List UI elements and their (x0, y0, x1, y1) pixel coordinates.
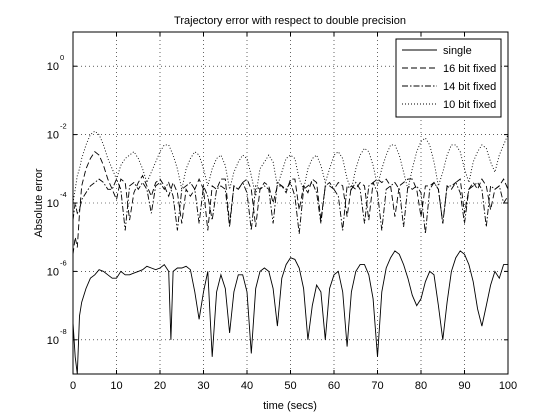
y-tick-label-exponent: -2 (60, 122, 67, 131)
y-tick-label-exponent: -6 (60, 258, 67, 267)
y-tick-label-base: 10 (47, 61, 59, 73)
y-tick-label-base: 10 (47, 335, 59, 347)
y-tick-label-base: 10 (47, 266, 59, 278)
legend: single 16 bit fixed 14 bit fixed 10 bit fix… (395, 38, 502, 118)
legend-entries: single 16 bit fixed 14 bit fixed 10 bit fix… (402, 45, 496, 111)
x-tick-label: 50 (284, 380, 296, 392)
x-tick-label: 20 (154, 380, 166, 392)
legend-label: 14 bit fixed (443, 81, 496, 93)
y-tick-label-exponent: -4 (60, 190, 67, 199)
series-line-dashed (73, 151, 508, 255)
x-tick-label: 0 (70, 380, 76, 392)
x-tick-label: 80 (415, 380, 427, 392)
legend-label: single (443, 45, 472, 57)
plot-series (73, 130, 508, 374)
legend-box (395, 38, 502, 118)
x-tick-label: 30 (197, 380, 209, 392)
y-tick-label-base: 10 (47, 198, 59, 210)
y-tick-label-exponent: 0 (60, 53, 64, 62)
x-tick-label: 10 (110, 380, 122, 392)
series-line-dotted (73, 130, 508, 204)
legend-label: 10 bit fixed (443, 99, 496, 111)
y-tick-label-base: 10 (47, 130, 59, 142)
x-tick-label: 70 (371, 380, 383, 392)
y-tick-label-exponent: -8 (60, 327, 67, 336)
legend-label: 16 bit fixed (443, 63, 496, 75)
x-axis-label: time (secs) (263, 400, 317, 412)
x-tick-label: 40 (241, 380, 253, 392)
x-axis-ticks: 0 10 20 30 40 50 60 70 80 90 100 (70, 32, 517, 392)
y-axis-label: Absolute error (33, 168, 45, 237)
x-tick-label: 60 (328, 380, 340, 392)
chart-title: Trajectory error with respect to double … (174, 15, 406, 27)
series-line-solid (73, 250, 508, 374)
x-tick-label: 90 (458, 380, 470, 392)
x-tick-label: 100 (499, 380, 517, 392)
